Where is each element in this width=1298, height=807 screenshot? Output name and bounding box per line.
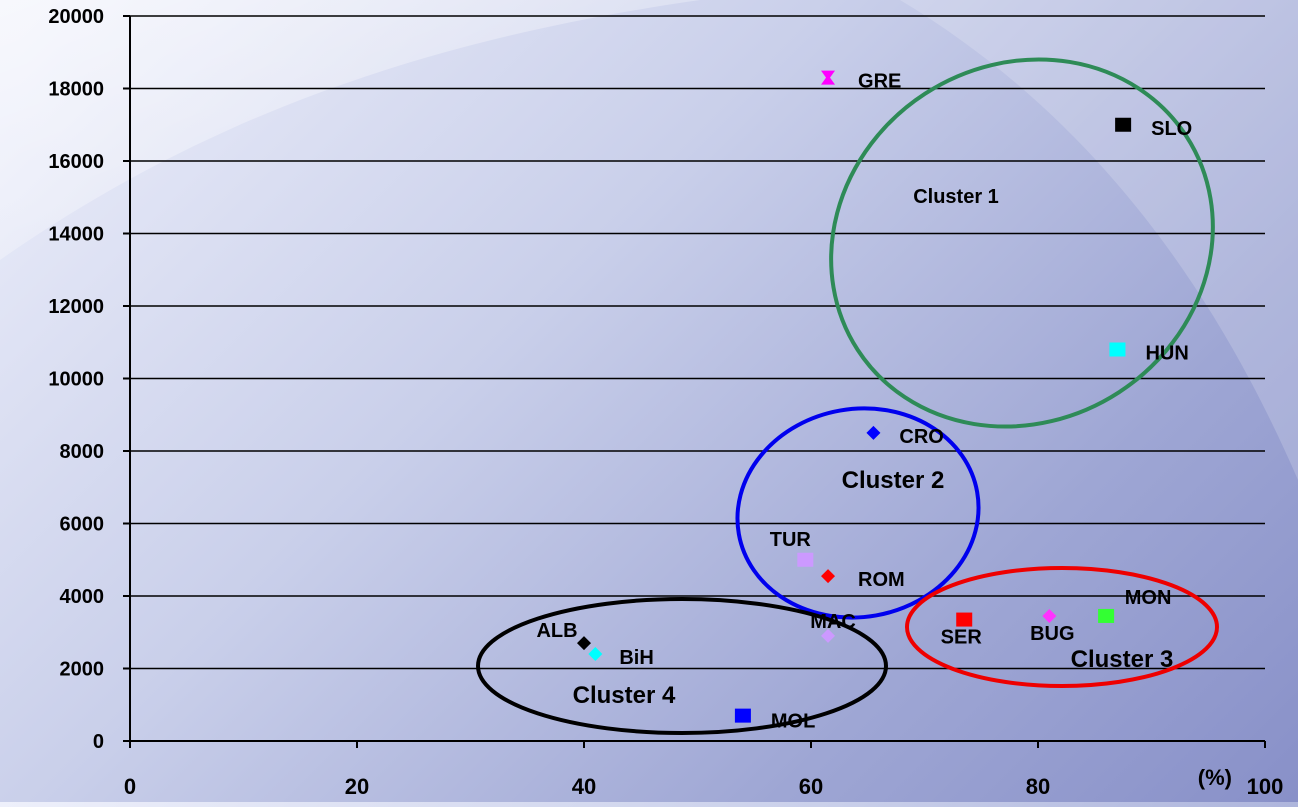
data-point xyxy=(956,612,973,627)
cluster-ellipse xyxy=(829,57,1215,429)
data-point xyxy=(821,569,836,584)
cluster-ellipses: Cluster 1 Cluster 2 Cluster 3 Cluster 4 xyxy=(476,57,1219,735)
y-tick-label: 8000 xyxy=(60,441,105,463)
data-point xyxy=(797,552,814,567)
y-tick-label: 20000 xyxy=(48,6,104,28)
data-point xyxy=(1098,608,1115,623)
data-point xyxy=(588,647,603,661)
cluster-ellipse xyxy=(735,406,981,620)
x-tick-label: 60 xyxy=(799,774,823,799)
data-point xyxy=(1042,608,1057,623)
data-point xyxy=(577,636,591,651)
point-label: MAC xyxy=(810,611,856,633)
point-label: ALB xyxy=(536,620,577,642)
point-label: SLO xyxy=(1151,118,1192,140)
x-tick-label: 0 xyxy=(124,774,136,799)
y-tick-label: 4000 xyxy=(60,586,105,608)
point-labels: GRE SLO HUN CRO TUR ROM SER BUG MON MAC ALB BiH MOL xyxy=(536,71,1192,733)
x-tick-label: 100 xyxy=(1247,774,1284,799)
data-point xyxy=(821,70,836,85)
x-unit-label: (%) xyxy=(1198,765,1232,790)
cluster-ellipse xyxy=(905,566,1219,688)
x-tick-label: 20 xyxy=(345,774,369,799)
y-tick-label: 18000 xyxy=(48,79,104,101)
background-swoosh-2 xyxy=(900,0,1298,480)
cluster-label: Cluster 2 xyxy=(842,467,945,494)
data-point xyxy=(1115,117,1132,132)
point-label: GRE xyxy=(858,71,901,93)
x-tick-label: 40 xyxy=(572,774,596,799)
y-tick-label: 6000 xyxy=(60,514,105,536)
background-swoosh xyxy=(0,0,700,260)
cluster-label: Cluster 1 xyxy=(913,186,999,208)
data-point xyxy=(1109,342,1126,357)
data-points xyxy=(577,70,1132,723)
data-point xyxy=(866,425,881,440)
y-tick-label: 10000 xyxy=(48,369,104,391)
point-label: HUN xyxy=(1145,343,1188,365)
point-label: CRO xyxy=(899,426,943,448)
point-label: TUR xyxy=(770,529,812,551)
y-tick-label: 12000 xyxy=(48,296,104,318)
point-label: SER xyxy=(941,627,983,649)
data-point xyxy=(734,708,751,723)
point-label: BUG xyxy=(1030,623,1074,645)
y-tick-label: 16000 xyxy=(48,151,104,173)
point-label: MOL xyxy=(771,711,815,733)
point-label: ROM xyxy=(858,569,905,591)
grid-lines xyxy=(130,15,1265,742)
y-tick-label: 2000 xyxy=(60,659,105,681)
cluster-label: Cluster 4 xyxy=(573,682,676,709)
y-tick-label: 14000 xyxy=(48,224,104,246)
axes: 0 2000 4000 6000 8000 10000 12000 14000 16000 180… xyxy=(48,6,1283,799)
cluster-ellipse xyxy=(476,597,888,735)
data-point xyxy=(821,628,836,643)
y-tick-label: 0 xyxy=(93,731,104,753)
x-tick-label: 80 xyxy=(1026,774,1050,799)
point-label: BiH xyxy=(619,647,653,669)
point-label: MON xyxy=(1125,587,1172,609)
cluster-label: Cluster 3 xyxy=(1071,646,1174,673)
